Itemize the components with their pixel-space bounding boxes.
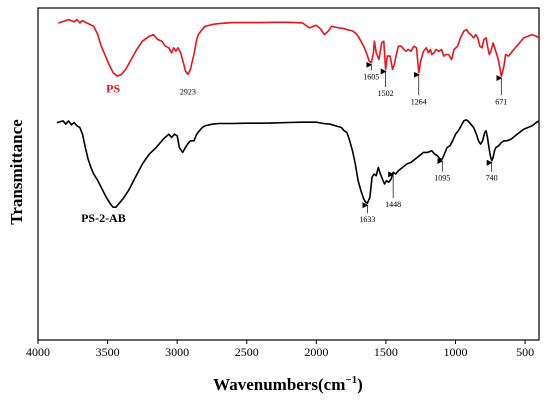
series-line-ps-2-ab — [56, 119, 539, 208]
peak-label: 671 — [495, 97, 507, 106]
x-tick-label: 1500 — [374, 345, 398, 359]
peak-label: 1633 — [359, 215, 375, 224]
x-tick-label: 2500 — [235, 345, 259, 359]
peak-label: 1502 — [378, 89, 394, 98]
y-axis-title: Transmittance — [7, 119, 26, 225]
peak-label: 1605 — [363, 72, 379, 81]
plot-frame — [37, 7, 540, 341]
peak-label: 2923 — [180, 87, 196, 96]
peak-label: 1448 — [385, 200, 401, 209]
x-tick-label: 2000 — [304, 345, 328, 359]
annotation-group: 2923 1605 1502 1264 671 1633 1448 1095 740 — [180, 61, 507, 224]
x-tick-label: 3500 — [96, 345, 120, 359]
x-tick-label: 500 — [516, 345, 534, 359]
peak-label: 1264 — [411, 97, 427, 106]
series-label: PS-2-AB — [81, 211, 126, 225]
series-label-group: PS PS-2-AB — [81, 82, 126, 225]
x-tick-label: 4000 — [26, 345, 50, 359]
peak-label: 740 — [486, 174, 498, 183]
x-axis-ticks: 4000 3500 3000 2500 2000 1500 1000 500 — [26, 340, 534, 359]
x-tick-label: 1000 — [444, 345, 468, 359]
series-group — [56, 18, 539, 208]
x-tick-label: 3000 — [165, 345, 189, 359]
x-axis-title: Wavenumbers(cm−1) — [213, 374, 363, 394]
peak-label: 1095 — [434, 174, 450, 183]
series-line-ps — [58, 18, 539, 77]
series-label: PS — [106, 82, 120, 96]
